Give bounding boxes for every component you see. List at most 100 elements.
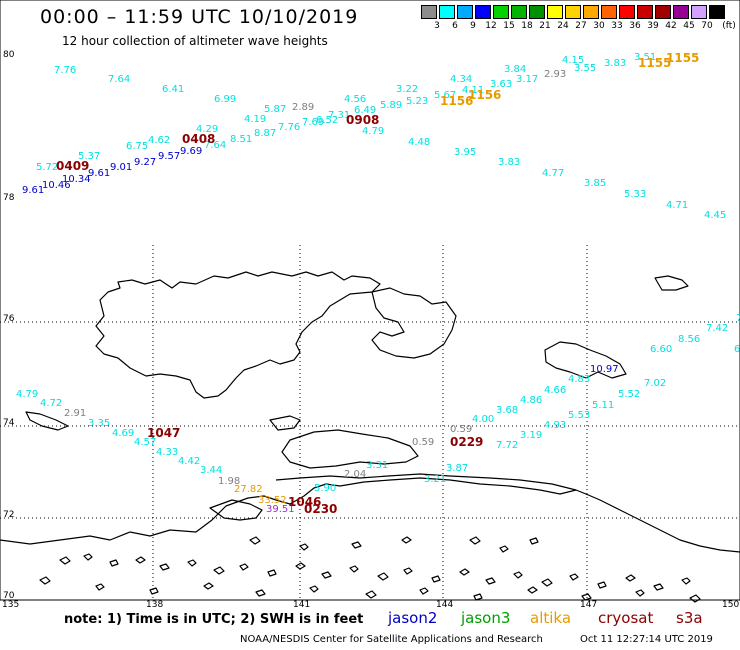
lat-label: 74: [3, 418, 15, 428]
wave-height-value: 3.84: [504, 64, 527, 75]
legend-unit: (ft): [722, 21, 736, 31]
lon-label: 150: [722, 600, 740, 610]
wave-height-value: 7.69: [302, 117, 325, 128]
wave-height-value: 4.62: [148, 135, 171, 146]
wave-height-value: 2.93: [544, 69, 567, 80]
legend-swatch: [439, 5, 455, 19]
wave-height-value: 5.72: [36, 162, 59, 173]
wave-height-value: 4.69: [112, 428, 135, 439]
wave-height-value: 9.61: [88, 168, 111, 179]
wave-height-value: 4.56: [344, 94, 367, 105]
wave-height-value: 3.63: [490, 79, 513, 90]
satellite-jason2: jason2: [388, 609, 438, 627]
lon-label: 138: [146, 600, 164, 610]
wave-height-value: 4.45: [704, 210, 727, 221]
wave-height-value: 6.41: [162, 84, 185, 95]
lat-lon-grid: [0, 245, 740, 600]
wave-height-value: 3.31: [366, 460, 389, 471]
lon-label: 141: [293, 600, 311, 610]
island-big-lyakhovsky: [281, 429, 419, 469]
wave-height-value: 4.79: [16, 389, 39, 400]
wave-height-value: 9.61: [22, 185, 45, 196]
wave-height-value: 4.15: [562, 55, 585, 66]
wave-height-value: 4.66: [544, 385, 567, 396]
wave-height-value: 10.97: [590, 364, 619, 375]
island-new-siberia: [544, 341, 627, 379]
island-kotelny: [95, 271, 381, 399]
mainland-coast: [0, 477, 740, 553]
satellite-altika: altika: [530, 609, 572, 627]
footer-note: note: 1) Time is in UTC; 2) SWH is in fe…: [64, 612, 364, 627]
pass-time-label: 0230: [304, 502, 338, 516]
wave-height-value: 4.34: [450, 74, 473, 85]
timestamp: Oct 11 12:27:14 UTC 2019: [580, 634, 713, 645]
legend-swatch: [655, 5, 671, 19]
island-bennett: [654, 275, 689, 291]
legend-label: 33: [611, 21, 623, 31]
pass-time-label: 1156: [440, 94, 474, 108]
wave-height-value: 0.59: [412, 437, 435, 448]
legend-swatch: [511, 5, 527, 19]
legend-label: 12: [485, 21, 497, 31]
wave-height-value: 6.49: [354, 105, 377, 116]
wave-height-value: 8.87: [254, 128, 277, 139]
wave-height-value: 4.72: [40, 398, 63, 409]
legend-swatch: [457, 5, 473, 19]
wave-height-value: 3.35: [88, 418, 111, 429]
island-faddeyevsky: [371, 287, 457, 359]
credit-line: NOAA/NESDIS Center for Satellite Applica…: [240, 634, 543, 645]
pass-time-label: 0908: [346, 113, 380, 127]
wave-height-value: 3.22: [396, 84, 419, 95]
pass-time-label: 1046: [288, 495, 322, 509]
island-small-lyakhovsky: [269, 415, 301, 431]
wave-height-value: 9.01: [110, 162, 133, 173]
wave-height-value: 4.77: [542, 168, 565, 179]
wave-height-value: 3.51: [634, 52, 657, 63]
wave-height-value: 7.64: [204, 140, 227, 151]
wave-height-value: 10.34: [62, 174, 91, 185]
wave-height-value: 3.85: [584, 178, 607, 189]
wave-height-value: 5.37: [78, 151, 101, 162]
legend-swatch: [709, 5, 725, 19]
wave-height-value: 3.55: [574, 63, 597, 74]
legend-label: 15: [503, 21, 515, 31]
wave-height-value: 10.46: [42, 180, 71, 191]
wave-height-value: 8.51: [230, 134, 253, 145]
legend-swatch: [547, 5, 563, 19]
delta-lakes: [39, 536, 701, 603]
lon-label: 135: [2, 600, 20, 610]
page-title: 00:00 – 11:59 UTC 10/10/2019: [40, 6, 359, 28]
wave-height-value: 5.52: [618, 389, 641, 400]
wave-height-value: 5.33: [624, 189, 647, 200]
pass-time-label: 0408: [182, 132, 216, 146]
wave-height-value: 4.11: [462, 85, 485, 96]
wave-height-value: 6.52: [316, 115, 339, 126]
satellite-cryosat: cryosat: [598, 609, 654, 627]
legend-swatch: [583, 5, 599, 19]
legend-swatch: [601, 5, 617, 19]
legend-label: 6: [452, 21, 458, 31]
page-subtitle: 12 hour collection of altimeter wave hei…: [62, 34, 328, 48]
legend-swatch: [421, 5, 437, 19]
wave-height-value: 4.00: [472, 414, 495, 425]
legend-swatch: [529, 5, 545, 19]
wave-height-value: 3.44: [200, 465, 223, 476]
wave-height-value: 7: [736, 313, 740, 324]
pass-time-label: 1156: [468, 88, 502, 102]
wave-height-value: 5.67: [434, 90, 457, 101]
wave-height-value: 5.89: [380, 100, 403, 111]
wave-height-value: 8.56: [678, 334, 701, 345]
wave-height-value: 3.17: [516, 74, 539, 85]
wave-height-value: 2.89: [292, 102, 315, 113]
wave-height-value: 7.02: [644, 378, 667, 389]
lon-label: 144: [436, 600, 454, 610]
island-delta: [209, 499, 263, 521]
pass-time-label: 1155: [666, 51, 700, 65]
wave-height-value: 27.82: [234, 484, 263, 495]
wave-height-value: 2.91: [64, 408, 87, 419]
wave-height-value: 3.95: [454, 147, 477, 158]
wave-height-value: 4.19: [244, 114, 267, 125]
wave-height-value: 9.57: [158, 151, 181, 162]
wave-height-value: 4.93: [544, 420, 567, 431]
